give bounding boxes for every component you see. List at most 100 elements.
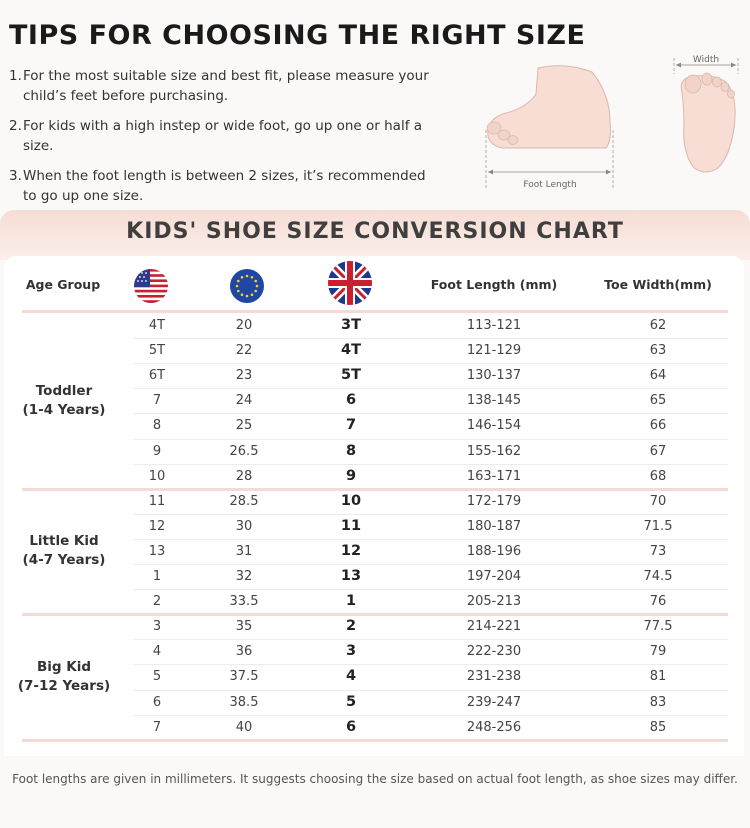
uk-size-cell: 1 bbox=[345, 593, 357, 610]
us-size-cell: 10 bbox=[148, 468, 166, 484]
eu-size-cell: 25 bbox=[235, 418, 253, 434]
tips-title: TIPS FOR CHOOSING THE RIGHT SIZE bbox=[9, 20, 586, 51]
chart-title: KIDS' SHOE SIZE CONVERSION CHART bbox=[126, 219, 624, 244]
row-divider bbox=[134, 714, 728, 716]
foot-length-cell: 163-171 bbox=[466, 468, 522, 484]
toe-width-cell: 73 bbox=[649, 543, 667, 559]
us-size-cell: 4 bbox=[152, 644, 162, 660]
foot-length-cell: 188-196 bbox=[466, 543, 522, 559]
tip-item: 1. For the most suitable size and best f… bbox=[9, 66, 439, 106]
foot-length-cell: 155-162 bbox=[466, 443, 522, 459]
eu-size-cell: 38.5 bbox=[229, 694, 259, 710]
row-divider bbox=[134, 564, 728, 565]
group-divider bbox=[22, 738, 728, 742]
eu-size-cell: 28 bbox=[235, 468, 253, 484]
uk-size-cell: 13 bbox=[340, 568, 362, 584]
tips-list: 1. For the most suitable size and best f… bbox=[9, 66, 439, 216]
us-size-cell: 5 bbox=[152, 669, 162, 685]
foot-length-cell: 239-247 bbox=[466, 694, 522, 710]
age-group-header: Age Group bbox=[25, 276, 101, 292]
size-chart-table: Age Group Foot Length (mm) Toe Width bbox=[4, 256, 744, 756]
header-divider bbox=[22, 310, 728, 313]
uk-size-cell: 6 bbox=[345, 718, 357, 735]
toe-width-cell: 63 bbox=[649, 343, 667, 359]
row-divider bbox=[134, 689, 728, 691]
foot-length-cell: 138-145 bbox=[466, 393, 522, 409]
us-size-cell: 8 bbox=[152, 418, 162, 434]
us-size-cell: 4T bbox=[148, 318, 166, 333]
uk-size-cell: 3 bbox=[345, 643, 357, 660]
uk-size-cell: 11 bbox=[340, 517, 362, 534]
eu-size-cell: 30 bbox=[235, 518, 253, 534]
foot-length-cell: 146-154 bbox=[466, 418, 522, 434]
chart-title-band bbox=[0, 210, 750, 260]
foot-length-cell: 248-256 bbox=[466, 719, 522, 735]
eu-size-cell: 20 bbox=[235, 318, 253, 333]
age-group-name: Big Kid bbox=[36, 658, 92, 675]
toe-width-header: Toe Width(mm) bbox=[604, 276, 712, 292]
toe-width-cell: 74.5 bbox=[643, 569, 673, 584]
uk-size-cell: 12 bbox=[340, 542, 362, 559]
uk-size-cell: 6 bbox=[345, 392, 357, 409]
eu-flag-icon bbox=[230, 269, 264, 303]
age-group-name: Toddler bbox=[35, 382, 93, 399]
foot-length-label: Foot Length bbox=[523, 180, 576, 190]
group-divider bbox=[22, 613, 728, 617]
age-group-range: (7-12 Years) bbox=[17, 677, 111, 694]
toe-width-cell: 66 bbox=[649, 418, 667, 434]
uk-size-cell: 3T bbox=[341, 317, 361, 333]
foot-length-cell: 205-213 bbox=[466, 594, 522, 610]
toe-width-cell: 64 bbox=[649, 368, 667, 384]
row-divider bbox=[134, 589, 728, 591]
eu-size-cell: 23 bbox=[235, 368, 253, 384]
eu-size-cell: 36 bbox=[235, 644, 253, 660]
us-size-cell: 6 bbox=[152, 694, 162, 710]
row-divider bbox=[134, 388, 728, 390]
eu-size-cell: 26.5 bbox=[229, 443, 259, 459]
eu-size-cell: 22 bbox=[235, 343, 253, 359]
eu-size-cell: 32 bbox=[235, 569, 253, 584]
foot-length-cell: 180-187 bbox=[466, 518, 522, 534]
toe-width-cell: 65 bbox=[649, 393, 667, 409]
eu-size-cell: 31 bbox=[235, 543, 253, 559]
us-size-cell: 7 bbox=[152, 393, 162, 409]
us-size-cell: 2 bbox=[152, 594, 162, 610]
tip-number: 2. bbox=[9, 118, 22, 134]
foot-bottom-illustration: Width bbox=[673, 55, 739, 173]
tip-number: 3. bbox=[9, 168, 22, 184]
foot-length-cell: 172-179 bbox=[466, 493, 522, 509]
uk-size-cell: 7 bbox=[345, 417, 357, 434]
us-size-cell: 9 bbox=[152, 443, 162, 459]
us-size-cell: 11 bbox=[148, 493, 166, 509]
foot-side-illustration: Foot Length bbox=[485, 65, 614, 190]
us-size-cell: 12 bbox=[148, 518, 166, 534]
us-size-cell: 6T bbox=[148, 368, 166, 384]
row-divider bbox=[134, 664, 728, 666]
foot-length-cell: 222-230 bbox=[466, 644, 522, 660]
row-divider bbox=[134, 413, 728, 415]
toe-width-cell: 70 bbox=[649, 493, 667, 509]
row-divider bbox=[134, 513, 728, 515]
tip-text: For the most suitable size and best fit,… bbox=[23, 68, 429, 104]
uk-flag-icon bbox=[328, 261, 372, 305]
row-divider bbox=[134, 438, 728, 440]
age-group-label: Toddler (1-4 Years) bbox=[4, 382, 124, 420]
age-group-name: Little Kid bbox=[29, 533, 99, 550]
toe-width-cell: 71.5 bbox=[643, 518, 673, 534]
uk-size-cell: 8 bbox=[345, 442, 357, 459]
uk-size-cell: 5T bbox=[341, 367, 361, 384]
age-group-label: Big Kid (7-12 Years) bbox=[4, 658, 124, 696]
row-divider bbox=[134, 639, 728, 641]
toe-width-cell: 62 bbox=[649, 318, 667, 333]
row-divider bbox=[134, 338, 728, 340]
eu-size-cell: 40 bbox=[235, 719, 253, 735]
eu-size-cell: 37.5 bbox=[229, 669, 259, 685]
uk-size-cell: 5 bbox=[345, 693, 357, 710]
us-size-cell: 5T bbox=[148, 343, 166, 359]
uk-size-cell: 4T bbox=[341, 342, 361, 359]
eu-size-cell: 35 bbox=[235, 619, 253, 635]
uk-size-cell: 4 bbox=[345, 668, 357, 685]
foot-length-cell: 197-204 bbox=[466, 569, 522, 584]
foot-length-cell: 113-121 bbox=[466, 318, 522, 333]
toe-width-cell: 85 bbox=[649, 719, 667, 735]
